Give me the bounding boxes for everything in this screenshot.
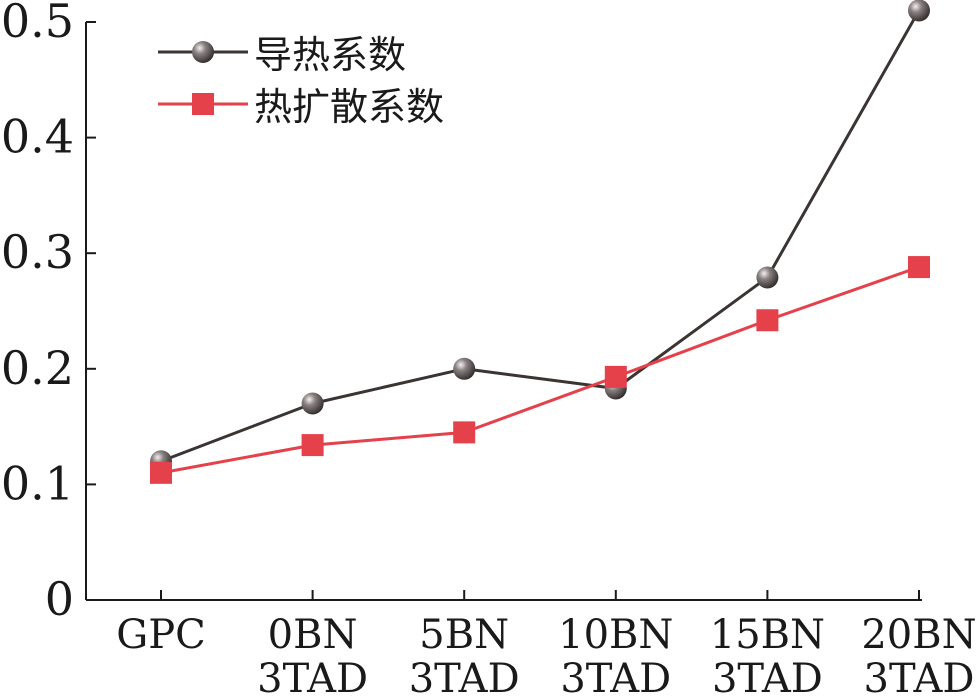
series-thermal-diffusivity [150, 256, 930, 484]
data-point [756, 309, 779, 332]
legend-marker-thermal-conductivity [192, 41, 214, 63]
legend: 导热系数 热扩散系数 [158, 33, 444, 129]
data-point [301, 392, 324, 415]
y-tick-label: 0.4 [1, 110, 74, 164]
x-ticks: GPC 0BN 3TAD 5BN 3TAD 10BN 3TAD 15BN 3TAD 20BN 3TA… [116, 590, 977, 696]
x-tick-label: GPC [116, 612, 205, 658]
legend-label-thermal-diffusivity: 热扩散系数 [254, 85, 444, 129]
legend-marker-thermal-diffusivity [192, 93, 214, 115]
x-tick-label: 10BN 3TAD [558, 612, 673, 696]
series-line [160, 265, 920, 475]
x-tick-label: 0BN 3TAD [257, 612, 368, 696]
y-tick-label: 0.2 [1, 341, 74, 395]
data-point [908, 0, 930, 22]
legend-item-thermal-diffusivity: 热扩散系数 [158, 85, 444, 129]
data-point [604, 365, 627, 388]
y-tick-label: 0.1 [1, 456, 74, 510]
plot-area [150, 0, 930, 484]
y-tick-label: 0.5 [1, 0, 74, 48]
data-point [301, 434, 324, 457]
x-tick-label: 20BN 3TAD [861, 612, 976, 696]
data-point [756, 266, 779, 289]
x-tick-label: 15BN 3TAD [710, 612, 825, 696]
legend-label-thermal-conductivity: 导热系数 [254, 33, 406, 77]
y-tick-label: 0.3 [1, 225, 74, 279]
series-line [160, 9, 921, 463]
data-point [908, 256, 930, 279]
legend-item-thermal-conductivity: 导热系数 [158, 33, 406, 77]
data-point [150, 461, 172, 484]
x-axis: GPC 0BN 3TAD 5BN 3TAD 10BN 3TAD 15BN 3TAD 20BN 3TA… [86, 590, 977, 696]
y-tick-label: 0 [45, 572, 74, 626]
y-axis: 0 0.1 0.2 0.3 0.4 0.5 [1, 0, 96, 626]
data-point [453, 357, 476, 380]
data-point [453, 421, 476, 444]
y-ticks: 0 0.1 0.2 0.3 0.4 0.5 [1, 0, 96, 626]
x-tick-label: 5BN 3TAD [409, 612, 520, 696]
